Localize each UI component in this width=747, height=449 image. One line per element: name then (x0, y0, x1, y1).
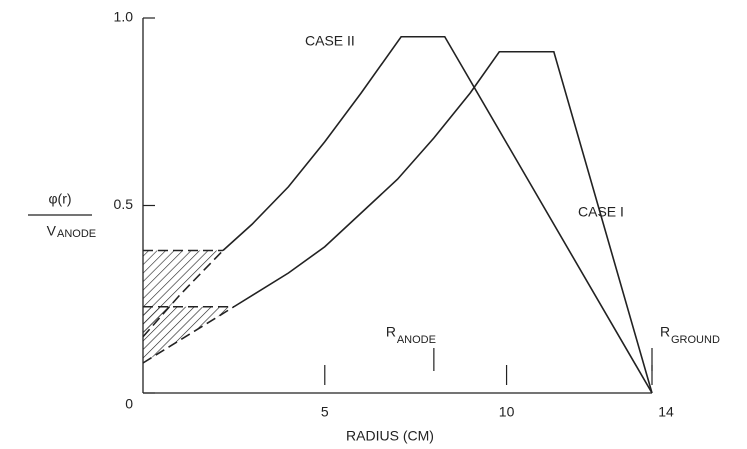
annotation-text: R (386, 324, 396, 340)
series-line (222, 35, 653, 394)
x-tick-label: 5 (321, 404, 329, 420)
x-tick-label: 10 (499, 404, 515, 420)
y-tick-label: 1.0 (114, 9, 134, 25)
annotation-sub sub: GROUND (671, 334, 720, 346)
series-label: CASE II (305, 33, 355, 49)
x-label: RADIUS (CM) (346, 428, 434, 444)
hatch-region (143, 250, 223, 337)
y-label-numerator: φ(r) (48, 191, 71, 207)
y-tick-label: 0.5 (114, 196, 134, 212)
series-label: CASE I (578, 204, 624, 220)
y-label-sub: ANODE (57, 228, 96, 240)
annotation-text: R (660, 324, 670, 340)
y-tick-label: 0 (125, 396, 133, 412)
x-tick-label: 14 (658, 404, 674, 420)
series-line (233, 50, 653, 394)
annotation-sub sub: ANODE (397, 334, 436, 346)
y-label-denominator: V (47, 223, 57, 239)
